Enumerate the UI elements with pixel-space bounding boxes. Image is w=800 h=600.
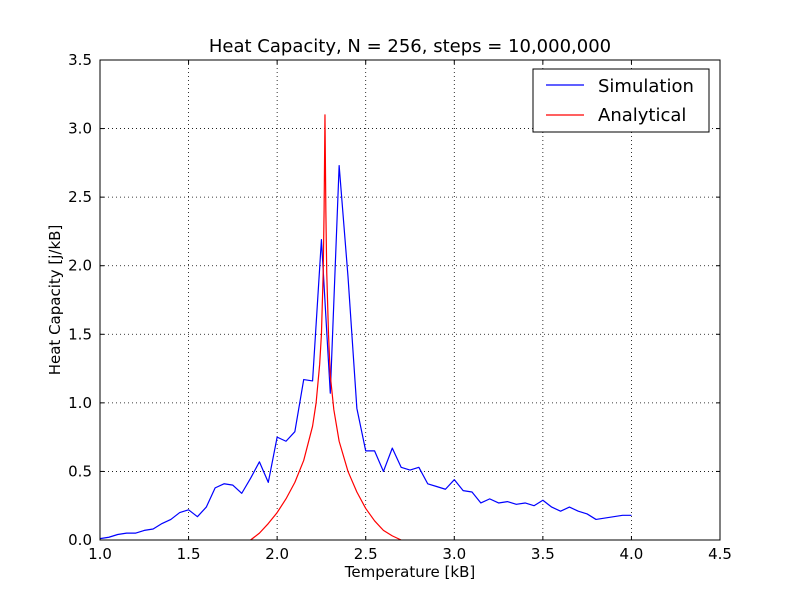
x-tick-label: 3.5 [531,545,555,563]
legend-label-analytical: Analytical [598,105,686,126]
plot-frame [99,59,721,541]
x-tick-label: 2.0 [265,545,289,563]
x-tick-label: 1.5 [177,545,201,563]
series-line-simulation [99,165,632,540]
y-tick-label: 3.5 [68,51,92,69]
y-tick-label: 1.5 [68,325,92,343]
legend-box [532,68,710,133]
x-tick-label: 2.5 [354,545,378,563]
x-tick-label: 4.5 [708,545,732,563]
series-line-analytical [250,114,402,541]
y-tick-label: 1.0 [68,394,92,412]
y-tick-label: 2.0 [68,257,92,275]
chart-title: Heat Capacity, N = 256, steps = 10,000,0… [209,36,611,57]
y-tick-label: 2.5 [68,188,92,206]
y-tick-label: 0.0 [68,531,92,549]
x-tick-label: 4.0 [619,545,643,563]
axis-ticks: 1.0 1.5 2.0 2.5 3.0 3.5 4.0 4.5 0.0 0.5 1.0 1.5 2.0 2… [68,51,732,563]
y-axis-label: Heat Capacity [j/kB] [46,225,64,376]
y-tick-label: 0.5 [68,462,92,480]
plot-background [100,60,720,540]
y-tick-label: 3.0 [68,120,92,138]
x-tick-label: 3.0 [442,545,466,563]
x-axis-label: Temperature [kB] [344,563,475,581]
legend: Simulation Analytical [532,68,710,133]
legend-label-simulation: Simulation [598,76,694,97]
series-lines [99,114,632,541]
x-tick-label: 1.0 [88,545,112,563]
